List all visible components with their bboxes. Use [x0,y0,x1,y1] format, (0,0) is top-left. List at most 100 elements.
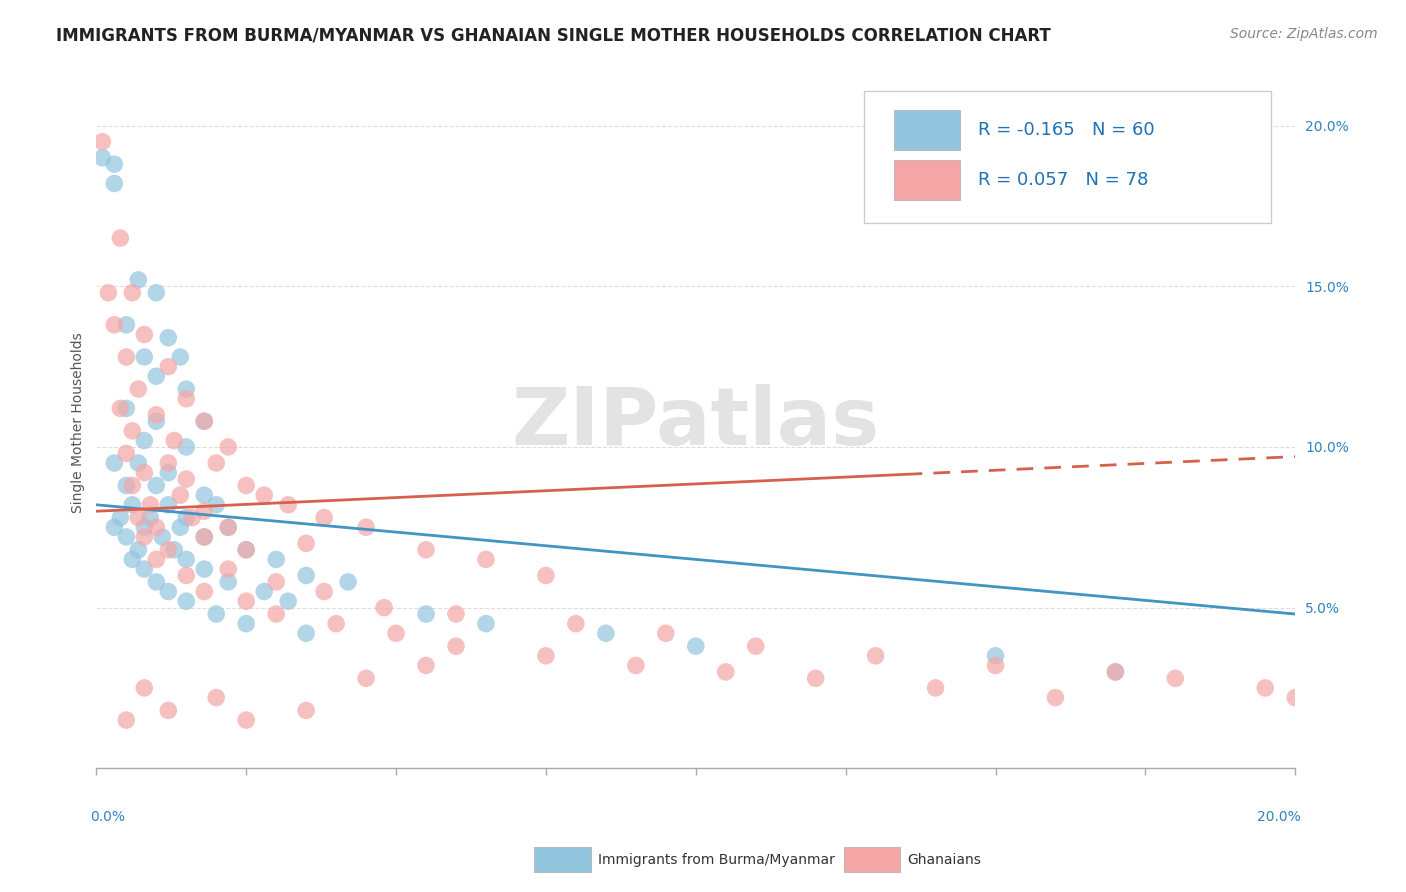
Text: Ghanaians: Ghanaians [907,853,981,867]
Point [193,414,215,428]
Point [134,350,156,364]
Point [139,498,162,512]
Point [624,658,647,673]
Point [475,616,498,631]
Point [337,574,360,589]
Point [157,584,180,599]
Point [217,520,239,534]
Point [295,626,318,640]
Point [115,713,138,727]
Point [169,520,191,534]
Point [110,231,132,245]
Point [235,713,257,727]
Text: Source: ZipAtlas.com: Source: ZipAtlas.com [1230,27,1378,41]
Point [1164,671,1187,685]
Point [134,520,156,534]
Point [169,350,191,364]
Point [1284,690,1306,705]
Point [295,568,318,582]
Point [110,510,132,524]
Point [354,671,377,685]
Point [145,478,167,492]
Point [217,562,239,576]
Point [235,542,257,557]
Y-axis label: Single Mother Households: Single Mother Households [72,333,86,513]
Point [314,584,336,599]
Point [134,466,156,480]
Point [217,574,239,589]
Point [714,665,737,679]
Point [1104,665,1126,679]
Point [984,648,1007,663]
Point [134,681,156,695]
Point [174,392,197,406]
Point [534,568,557,582]
Point [1104,665,1126,679]
Point [685,639,707,653]
Point [235,478,257,492]
Point [205,607,228,621]
Point [193,530,215,544]
Point [277,594,299,608]
Point [174,568,197,582]
Point [103,177,125,191]
Point [103,520,125,534]
Point [127,456,149,470]
Point [127,510,149,524]
Point [235,616,257,631]
Point [157,703,180,717]
Point [235,542,257,557]
Point [217,440,239,454]
Point [157,359,180,374]
Point [174,472,197,486]
Point [127,542,149,557]
Point [174,382,197,396]
Point [145,408,167,422]
Point [277,498,299,512]
Point [655,626,678,640]
FancyBboxPatch shape [863,91,1271,222]
Text: Immigrants from Burma/Myanmar: Immigrants from Burma/Myanmar [598,853,834,867]
Point [253,584,276,599]
Point [354,520,377,534]
Point [565,616,588,631]
Point [193,530,215,544]
Point [169,488,191,502]
Point [134,434,156,448]
Point [181,510,204,524]
Point [121,424,143,438]
Point [91,135,114,149]
Point [193,504,215,518]
Point [127,273,149,287]
Point [115,478,138,492]
Point [264,552,287,566]
Point [924,681,946,695]
FancyBboxPatch shape [894,161,959,201]
Point [1254,681,1277,695]
Point [264,574,287,589]
Point [103,157,125,171]
Point [174,552,197,566]
Point [157,498,180,512]
Point [127,382,149,396]
Point [145,552,167,566]
Point [385,626,408,640]
Point [121,478,143,492]
Point [235,594,257,608]
Point [193,562,215,576]
Point [174,510,197,524]
Point [121,552,143,566]
Point [134,562,156,576]
Point [115,530,138,544]
Point [415,607,437,621]
Point [295,536,318,550]
Point [163,542,186,557]
Point [415,658,437,673]
Point [115,318,138,332]
Point [865,648,887,663]
Text: 20.0%: 20.0% [1257,810,1301,823]
Point [121,498,143,512]
Point [115,446,138,460]
Text: R = 0.057   N = 78: R = 0.057 N = 78 [977,171,1147,189]
Point [139,510,162,524]
